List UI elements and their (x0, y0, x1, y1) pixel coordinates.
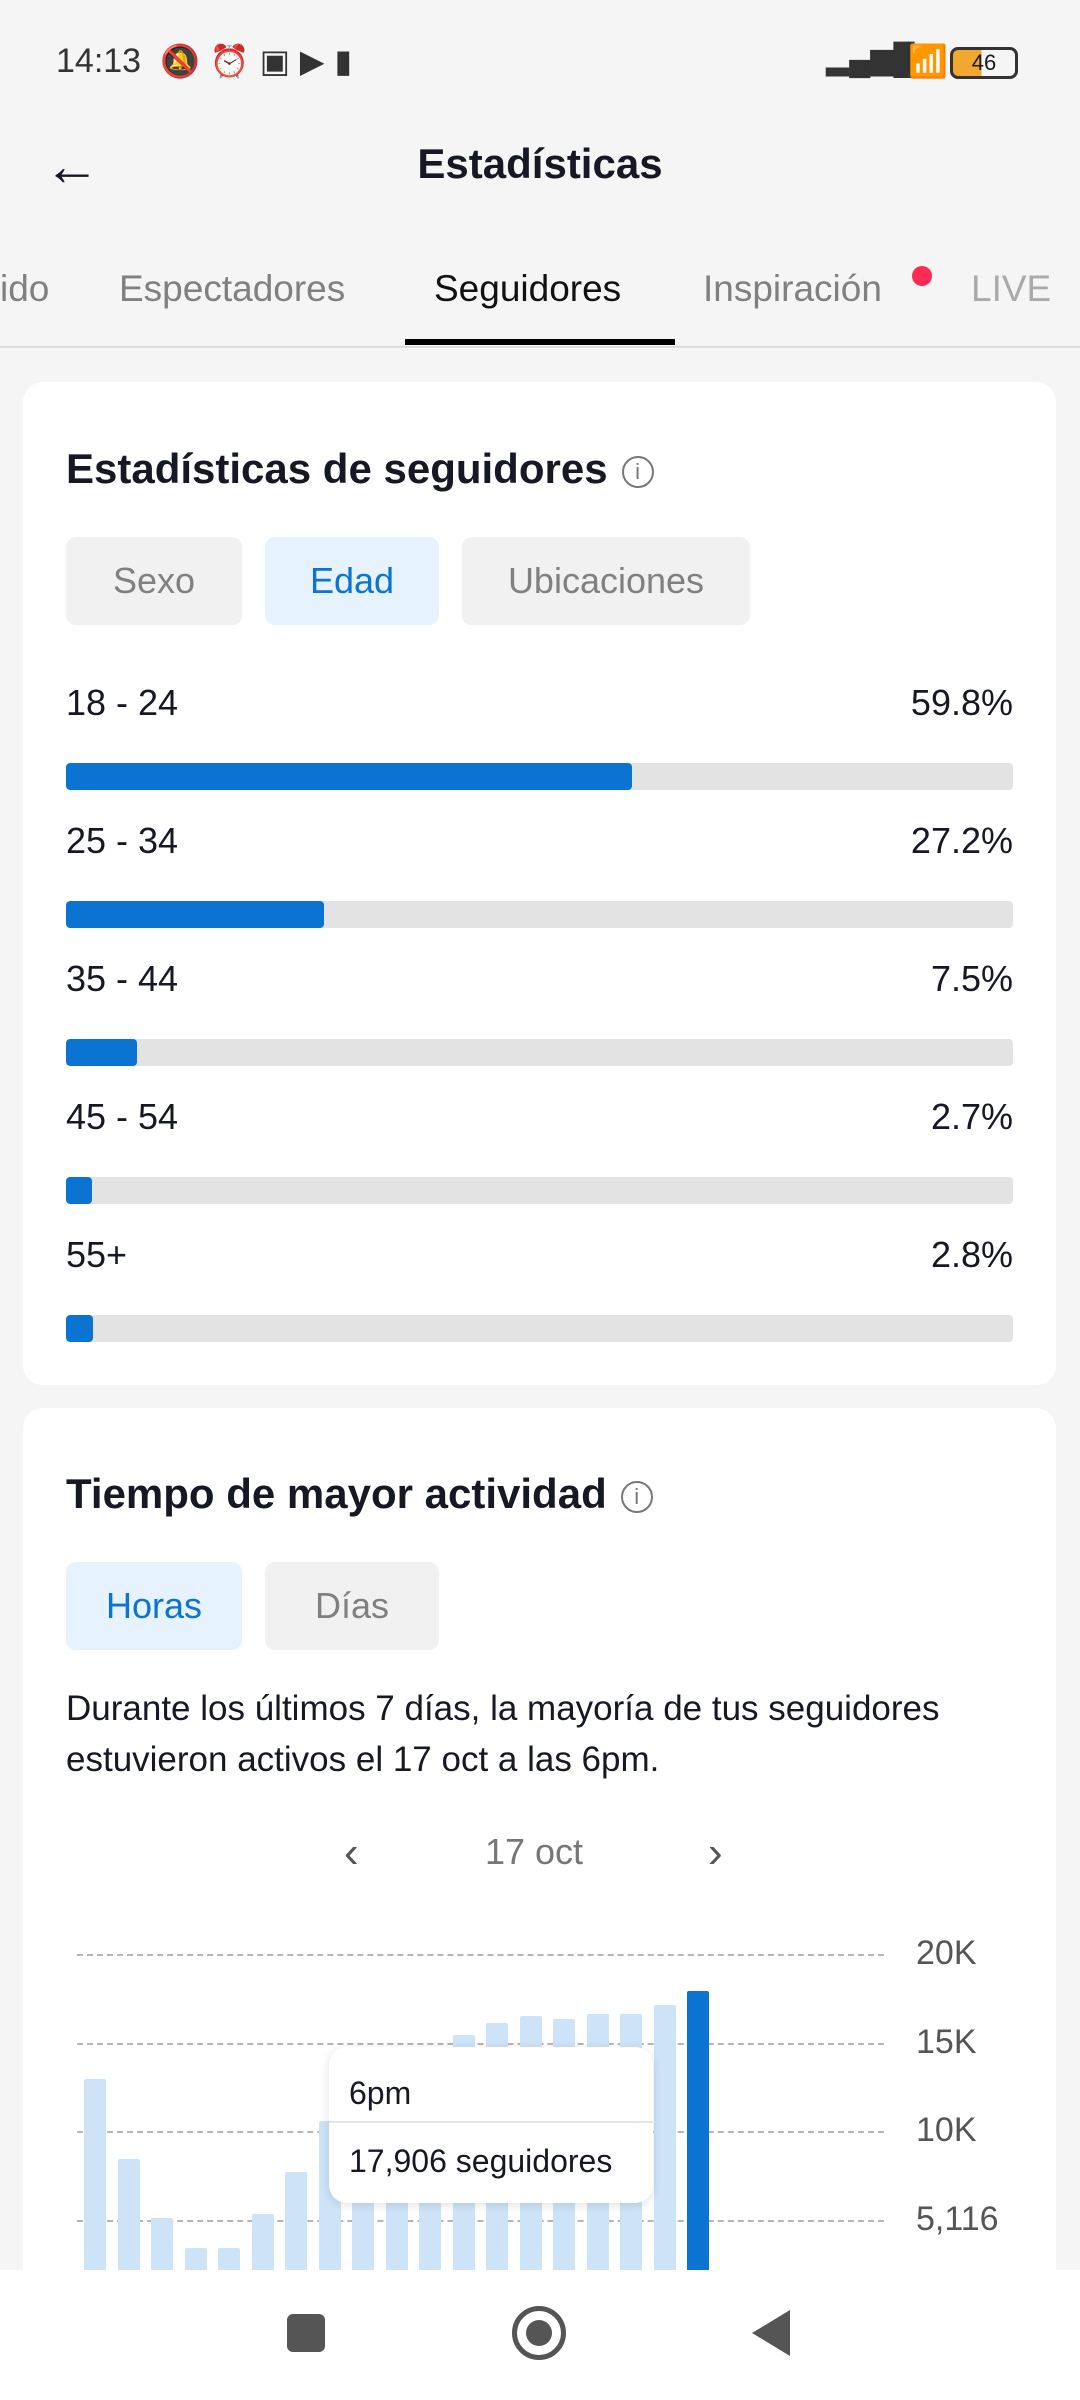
gridline (77, 2042, 884, 2045)
chart-bar-1am[interactable] (117, 2159, 140, 2270)
home-button[interactable] (512, 2306, 566, 2360)
filter-edad[interactable]: Edad (265, 537, 439, 625)
y-tick-label: 10K (916, 2111, 977, 2150)
age-percent: 2.7% (930, 1096, 1013, 1137)
age-bar-fill (66, 1315, 93, 1342)
age-bar-track (66, 763, 1013, 790)
age-label: 55+ (66, 1234, 128, 1275)
age-label: 18 - 24 (66, 682, 179, 723)
back-arrow-icon[interactable]: ← (44, 134, 100, 197)
signal-icon: ▂▄▆█ (826, 43, 915, 76)
active-tab-indicator (405, 339, 675, 345)
age-label: 35 - 44 (66, 958, 179, 999)
age-bar-fill (66, 1177, 92, 1204)
chart-bar-5am[interactable] (251, 2214, 274, 2270)
chart-bar-2am[interactable] (151, 2218, 173, 2270)
age-bar-track (66, 901, 1013, 928)
system-nav-bar (0, 2270, 1080, 2400)
y-tick-label: 20K (916, 1934, 977, 1972)
chart-bar-3am[interactable] (184, 2247, 207, 2270)
activity-title-text: Tiempo de mayor actividad (66, 1470, 607, 1517)
filter-ubicaciones[interactable]: Ubicaciones (462, 537, 750, 625)
tab-contenido[interactable]: ido (0, 268, 50, 309)
info-icon[interactable]: i (620, 1481, 653, 1513)
gridline (77, 2220, 884, 2223)
info-icon[interactable]: i (621, 456, 654, 488)
follower-stats-title-text: Estadísticas de seguidores (66, 445, 608, 492)
age-label: 25 - 34 (66, 820, 179, 861)
follower-stats-title: Estadísticas de seguidores i (66, 445, 654, 493)
tooltip-value: 17,906 seguidores (349, 2143, 613, 2179)
notification-icons: 🔕⏰▣▶▮ (160, 43, 363, 79)
activity-title: Tiempo de mayor actividad i (66, 1470, 653, 1518)
age-percent: 59.8% (910, 682, 1013, 723)
tab-espectadores[interactable]: Espectadores (119, 268, 346, 309)
age-bar-track (66, 1177, 1013, 1204)
chart-tooltip: 6pm 17,906 seguidores (329, 2047, 653, 2203)
age-bar-fill (66, 901, 324, 928)
page-title: Estadísticas (417, 140, 663, 187)
age-bar-track (66, 1039, 1013, 1066)
age-percent: 2.8% (930, 1234, 1013, 1275)
gridline (77, 1954, 884, 1956)
chart-bar-6pm[interactable] (687, 1990, 709, 2270)
status-time: 14:13 (56, 42, 142, 80)
follower-stats-card (23, 382, 1056, 1385)
wifi-icon: 📶 (908, 43, 948, 79)
date-label: 17 oct (484, 1831, 584, 1872)
age-percent: 7.5% (930, 958, 1013, 999)
chart-bar-12am[interactable] (84, 2078, 106, 2270)
age-bar-track (66, 1315, 1013, 1342)
age-percent: 27.2% (910, 820, 1013, 861)
age-label: 45 - 54 (66, 1096, 179, 1137)
filter-dias[interactable]: Días (265, 1562, 439, 1650)
filter-sexo[interactable]: Sexo (66, 537, 242, 625)
tab-live[interactable]: LIVE (971, 268, 1052, 309)
divider (0, 346, 1080, 348)
tooltip-time: 6pm (329, 2047, 653, 2123)
notification-dot (912, 266, 932, 286)
chevron-left-icon[interactable]: ‹ (344, 1828, 359, 1877)
recents-button[interactable] (287, 2314, 325, 2352)
age-bar-fill (66, 1039, 138, 1066)
back-button[interactable] (752, 2310, 790, 2356)
activity-summary: Durante los últimos 7 días, la mayoría d… (66, 1689, 940, 1779)
chart-bar-4am[interactable] (218, 2247, 240, 2270)
battery-level: 46 (971, 50, 997, 75)
y-tick-label: 15K (916, 2022, 977, 2061)
chart-bar-5pm[interactable] (653, 2005, 676, 2270)
chevron-right-icon[interactable]: › (708, 1828, 723, 1877)
y-tick-label: 5,116 (916, 2200, 999, 2239)
age-bar-fill (66, 763, 633, 790)
tab-inspiracion[interactable]: Inspiración (703, 268, 882, 309)
chart-bar-6am[interactable] (285, 2172, 307, 2270)
filter-horas[interactable]: Horas (66, 1562, 242, 1650)
tab-seguidores[interactable]: Seguidores (434, 268, 622, 309)
battery-icon: 46 (950, 47, 1018, 79)
